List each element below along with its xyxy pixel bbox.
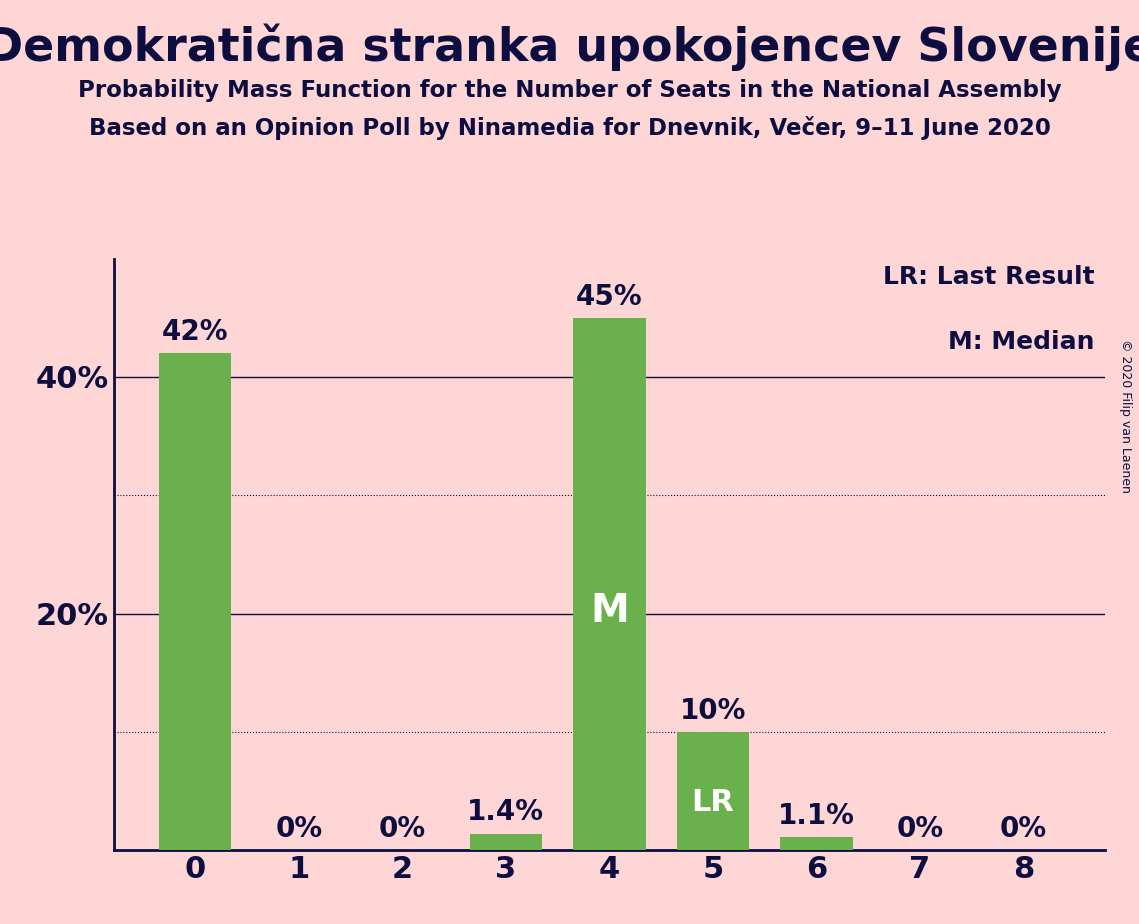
Text: LR: Last Result: LR: Last Result (884, 264, 1095, 288)
Text: LR: LR (691, 788, 735, 817)
Bar (780, 837, 853, 850)
Text: 0%: 0% (276, 815, 322, 843)
Bar (677, 732, 749, 850)
Text: M: Median: M: Median (949, 330, 1095, 354)
Text: 0%: 0% (896, 815, 943, 843)
Text: 0%: 0% (1000, 815, 1047, 843)
Text: 10%: 10% (680, 697, 746, 724)
Text: 0%: 0% (378, 815, 426, 843)
Text: 42%: 42% (162, 318, 229, 346)
Text: 45%: 45% (576, 283, 642, 310)
Text: © 2020 Filip van Laenen: © 2020 Filip van Laenen (1118, 339, 1132, 492)
Text: 1.1%: 1.1% (778, 802, 855, 830)
Text: Based on an Opinion Poll by Ninamedia for Dnevnik, Večer, 9–11 June 2020: Based on an Opinion Poll by Ninamedia fo… (89, 116, 1050, 140)
Text: Probability Mass Function for the Number of Seats in the National Assembly: Probability Mass Function for the Number… (77, 79, 1062, 102)
Bar (159, 353, 231, 850)
Text: 1.4%: 1.4% (467, 798, 544, 826)
Text: Demokratična stranka upokojencev Slovenije: Demokratična stranka upokojencev Sloveni… (0, 23, 1139, 70)
Bar (469, 833, 542, 850)
Bar (573, 318, 646, 850)
Text: M: M (590, 591, 629, 629)
